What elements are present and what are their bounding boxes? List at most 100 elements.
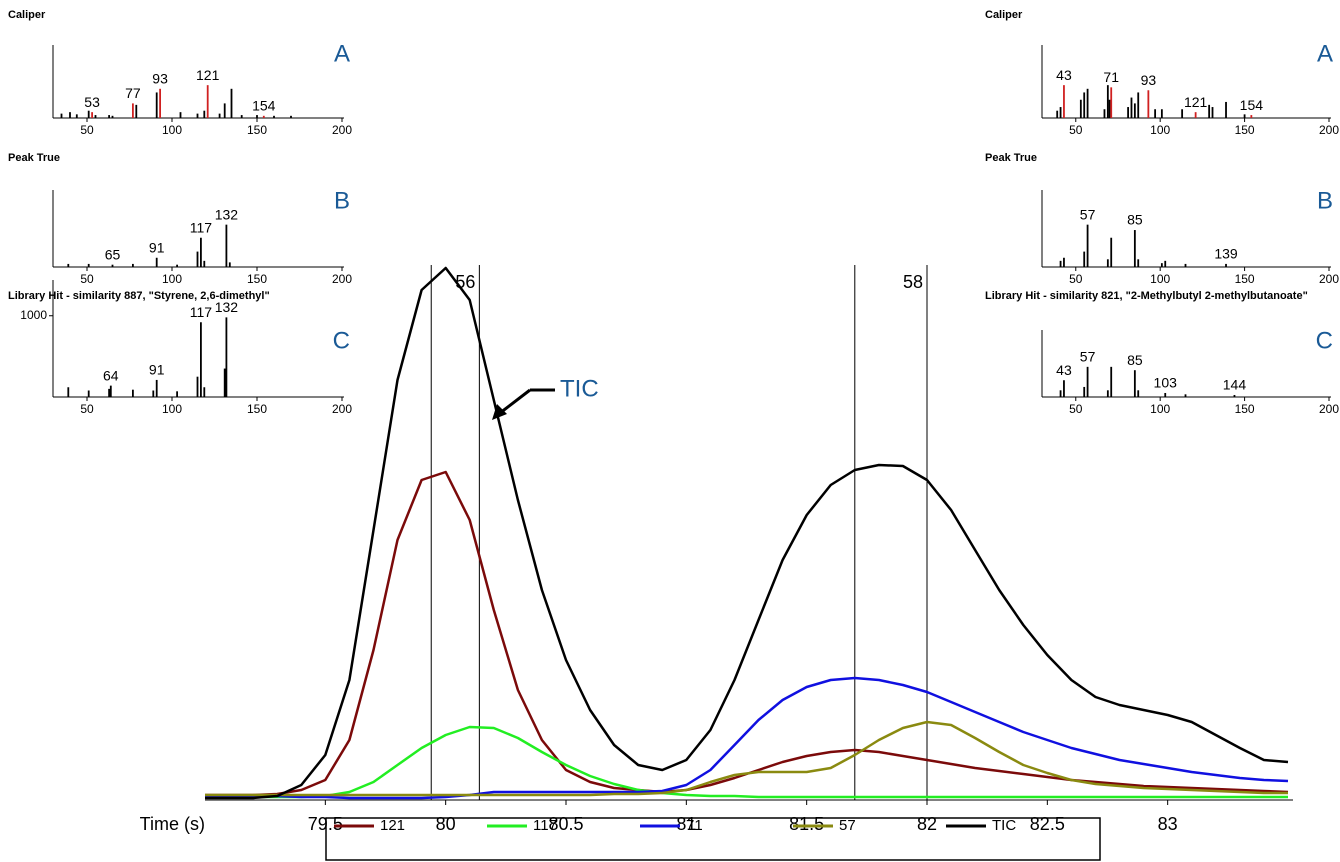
x-tick-label: 79.5 — [308, 814, 343, 834]
inset-letter: C — [1316, 327, 1333, 354]
x-tick-label: 200 — [332, 123, 352, 137]
peak-label: 93 — [152, 71, 168, 87]
spectrum-bar — [1225, 263, 1227, 267]
spectrum-bar — [1225, 101, 1227, 118]
peak-label: 154 — [1240, 97, 1264, 113]
x-tick-label: 81 — [676, 814, 696, 834]
spectrum-bar — [1208, 104, 1211, 118]
marker-label: 56 — [455, 272, 475, 292]
spectrum-bar — [1086, 88, 1089, 118]
spectrum-bar — [94, 115, 97, 118]
x-tick-label: 50 — [1069, 123, 1083, 137]
x-tick-label: 150 — [1235, 123, 1255, 137]
spectrum-bar — [152, 390, 155, 397]
x-tick-label: 100 — [162, 123, 182, 137]
spectrum-bar — [155, 257, 158, 267]
spectrum-bar — [203, 110, 206, 118]
spectrum-bar — [111, 264, 114, 267]
spectrum-bar — [196, 376, 199, 397]
x-tick-label: 150 — [1235, 272, 1255, 286]
peak-label: 71 — [1103, 69, 1119, 85]
x-tick-label: 81.5 — [789, 814, 824, 834]
legend-box — [325, 817, 1101, 861]
spectrum-bar — [1137, 92, 1140, 118]
spectrum-bar — [155, 92, 158, 118]
x-tick-label: 50 — [80, 123, 94, 137]
spectrum-bar — [1063, 257, 1065, 267]
spectrum-bar — [256, 115, 258, 118]
spectrum-bar — [1164, 260, 1167, 267]
spectrum-bar — [1243, 114, 1246, 118]
series-line — [205, 725, 1288, 799]
spectrum-bar — [1059, 107, 1062, 118]
spectrum-bar — [1106, 390, 1109, 397]
spectrum-bar — [132, 103, 134, 118]
peak-label: 117 — [190, 219, 213, 235]
spectrum-bar — [1127, 107, 1129, 118]
x-tick-label: 150 — [247, 123, 267, 137]
spectrum-bar — [132, 389, 134, 397]
x-tick-label: 82.5 — [1030, 814, 1065, 834]
x-tick-label: 83 — [1158, 814, 1178, 834]
spectrum-bar — [109, 385, 112, 397]
spectrum-bar — [203, 387, 206, 397]
spectrum-bar — [1160, 109, 1163, 118]
peak-label: 85 — [1127, 212, 1143, 228]
spectrum-bar — [1108, 99, 1111, 118]
spectrum-bar — [1106, 85, 1109, 118]
peak-label: 144 — [1223, 377, 1247, 393]
marker-label: 58 — [903, 272, 923, 292]
inset-letter: B — [1317, 187, 1333, 214]
x-tick-label: 200 — [1319, 123, 1339, 137]
spectrum-bar — [176, 264, 178, 267]
spectrum-bar — [228, 262, 231, 267]
spectrum-bar — [1184, 263, 1187, 267]
spectrum-bar — [67, 263, 70, 267]
spectrum-bar — [1083, 386, 1086, 397]
peak-label: 139 — [1214, 246, 1238, 262]
spectrum-bar — [1063, 85, 1065, 118]
x-tick-label: 50 — [80, 402, 94, 416]
spectrum-bar — [1056, 110, 1059, 118]
spectrum-bar — [1059, 390, 1062, 397]
spectrum-bar — [1160, 263, 1163, 267]
series-line — [205, 266, 1289, 800]
spectrum-bar — [1103, 109, 1106, 118]
spectrum-bar — [225, 224, 228, 267]
spectrum-bar — [179, 112, 182, 118]
spectrum-bar — [1110, 366, 1113, 397]
inset-title: Peak True — [8, 152, 60, 164]
spectrum-bar — [225, 317, 228, 397]
spectrum-bar — [176, 391, 178, 397]
spectrum-bar — [1250, 115, 1253, 118]
spectrum-bar — [108, 388, 110, 397]
x-tick-label: 80.5 — [548, 814, 583, 834]
inset-letter: C — [333, 327, 350, 354]
peak-label: 57 — [1080, 349, 1096, 365]
peak-label: 121 — [1184, 94, 1208, 110]
legend-label: TIC — [992, 817, 1016, 834]
x-tick-label: 80 — [436, 814, 456, 834]
peak-label: 65 — [105, 246, 121, 262]
x-tick-label: 82 — [917, 814, 937, 834]
x-tick-label: 200 — [332, 272, 352, 286]
spectrum-bar — [1194, 112, 1197, 118]
spectrum-bar — [1079, 99, 1082, 118]
spectrum-bar — [111, 115, 114, 118]
inset-letter: B — [334, 187, 350, 214]
spectrum-bar — [135, 104, 138, 118]
spectrum-bar — [1063, 380, 1065, 397]
peak-label: 77 — [125, 85, 141, 101]
peak-label: 132 — [215, 206, 239, 222]
inset-title: Library Hit - similarity 887, "Styrene, … — [8, 290, 270, 302]
peak-label: 43 — [1056, 67, 1072, 83]
spectrum-bar — [262, 115, 265, 118]
x-tick-label: 100 — [1150, 272, 1170, 286]
spectrum-bar — [87, 110, 90, 118]
legend-label: 121 — [380, 817, 405, 834]
peak-label: 121 — [196, 67, 220, 83]
spectrum-bar — [1211, 107, 1214, 118]
inset-title: Library Hit - similarity 821, "2-Methylb… — [985, 290, 1308, 302]
